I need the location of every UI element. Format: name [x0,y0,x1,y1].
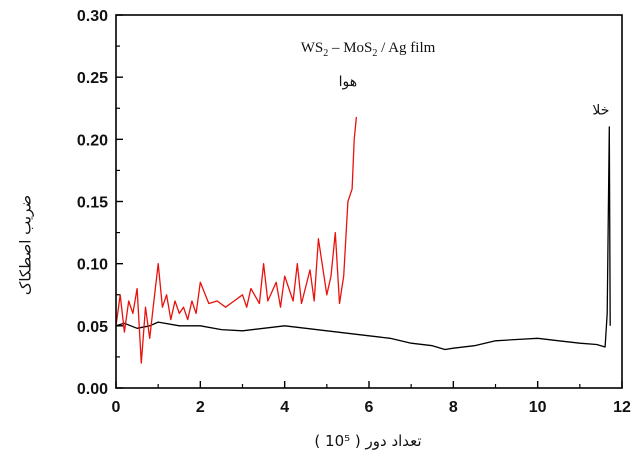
y-tick-label: 0.20 [77,132,108,149]
chart-title: WS2 – MoS2 / Ag film [301,40,436,59]
plot-frame [115,14,623,389]
y-axis-label: ضریب اصطکاک [17,195,35,295]
annotation-label: هوا [339,74,358,90]
x-tick-label: 4 [280,399,289,416]
y-tick-label: 0.15 [77,195,108,212]
series-line-air [115,116,358,364]
x-tick-label: 8 [449,399,458,416]
chart-title-part: 2 [323,48,328,59]
x-tick-label: 10 [529,399,547,416]
chart-title-part: WS [301,40,324,56]
x-tick-label: 6 [365,399,374,416]
y-tick-label: 0.05 [77,319,108,336]
y-tick-label: 0.25 [77,70,108,87]
chart-title-part: 2 [372,48,377,59]
y-tick-label: 0.30 [77,8,108,25]
series-line-vacuum [115,126,611,351]
x-tick-label: 2 [196,399,205,416]
y-tick-label: 0.00 [77,381,108,398]
x-tick-label: 12 [613,399,631,416]
chart-title-part: – MoS [328,40,372,56]
y-tick-label: 0.10 [77,257,108,274]
annotation-label: خلا [592,102,609,118]
x-axis-label: ( 10⁵ ) تعداد دور [314,432,421,450]
x-tick-label: 0 [112,399,121,416]
chart-title-part: / Ag film [377,40,435,56]
